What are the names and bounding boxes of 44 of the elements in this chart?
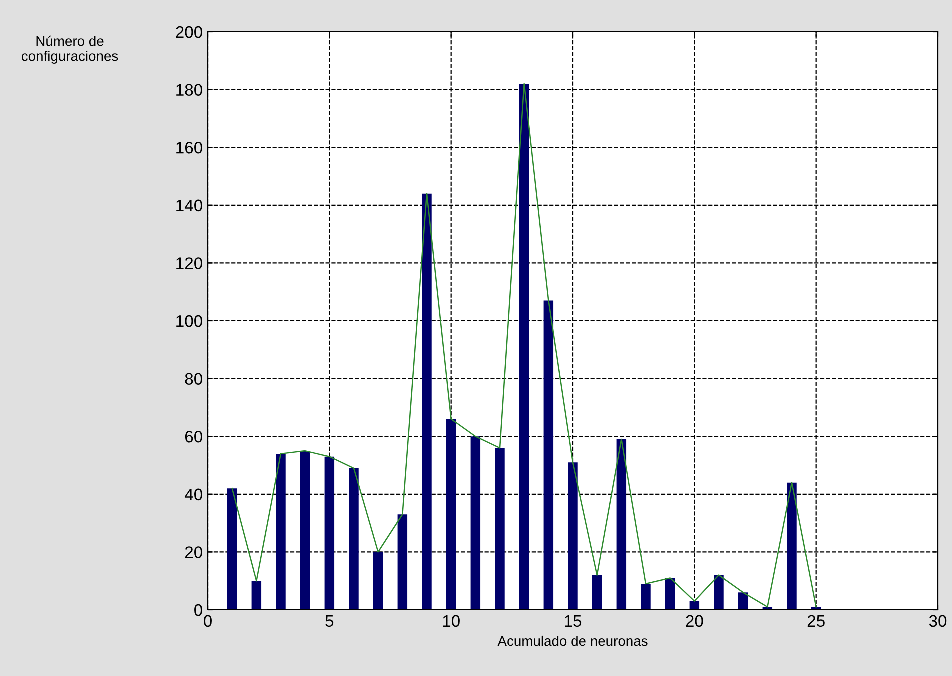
x-tick-label: 0 xyxy=(204,615,212,628)
y-tick-label: 40 xyxy=(184,488,202,501)
x-tick-label: 10 xyxy=(443,615,460,628)
bar xyxy=(324,456,335,610)
bar xyxy=(446,419,456,610)
bar xyxy=(787,482,797,610)
bar xyxy=(422,194,432,610)
y-tick-label: 180 xyxy=(176,84,202,96)
x-tick-label: 30 xyxy=(929,615,947,628)
bar xyxy=(592,575,602,610)
bar xyxy=(398,514,408,610)
x-tick-label: 25 xyxy=(808,615,825,628)
y-tick-label: 160 xyxy=(176,142,202,154)
bar xyxy=(641,584,651,610)
line-series xyxy=(232,83,817,608)
bar xyxy=(373,552,384,610)
bar xyxy=(714,575,724,610)
bar xyxy=(519,84,530,610)
x-tick-label: 20 xyxy=(686,615,704,628)
bar xyxy=(227,488,238,610)
bar xyxy=(544,300,554,610)
x-tick-label: 15 xyxy=(565,615,582,628)
bar xyxy=(690,601,700,610)
y-tick-label: 80 xyxy=(185,373,202,386)
y-axis-title: Número de configuraciones xyxy=(22,36,118,64)
x-axis-title: Acumulado de neuronas xyxy=(498,636,648,646)
y-tick-label: 0 xyxy=(194,604,202,616)
bar xyxy=(738,592,748,610)
x-tick-label: 5 xyxy=(326,615,334,628)
bar xyxy=(495,448,505,610)
bar xyxy=(276,454,286,610)
y-tick-label: 100 xyxy=(176,315,202,328)
bar xyxy=(300,451,310,610)
y-tick-label: 120 xyxy=(176,258,202,270)
y-tick-label: 60 xyxy=(185,431,202,443)
bar xyxy=(349,468,359,610)
y-tick-label: 200 xyxy=(176,26,202,38)
y-tick-label: 140 xyxy=(176,200,202,212)
bar xyxy=(252,581,262,610)
y-tick-label: 20 xyxy=(185,546,202,558)
bar xyxy=(665,578,676,610)
bar xyxy=(616,439,627,610)
bar xyxy=(470,436,481,610)
bar xyxy=(568,462,578,610)
